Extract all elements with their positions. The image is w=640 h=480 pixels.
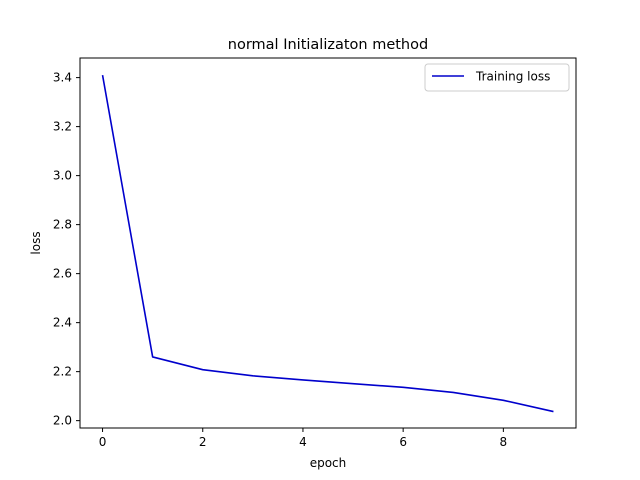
x-tick-label: 6: [399, 435, 407, 449]
chart-title: normal Initializaton method: [228, 37, 428, 53]
y-tick-label: 3.4: [53, 71, 72, 85]
legend-box: [424, 63, 570, 92]
y-tick-label: 2.6: [53, 267, 72, 281]
plot-area: [101, 75, 554, 413]
axis-ticks: 0 2 4 6 8 2.0 2.2 2.4 2.6 2.8 3.0 3.2 3.4: [53, 71, 507, 449]
y-tick-label: 2.4: [53, 316, 72, 330]
y-tick-label: 3.2: [53, 120, 72, 134]
y-tick-label: 3.0: [53, 169, 72, 183]
x-tick-label: 0: [99, 435, 107, 449]
y-tick-label: 2.8: [53, 218, 72, 232]
axes-frame: [79, 57, 577, 429]
x-tick-label: 4: [299, 435, 307, 449]
y-tick-label: 2.0: [53, 414, 72, 428]
y-tick-label: 2.2: [53, 365, 72, 379]
series-line-training-loss: [101, 75, 554, 413]
legend-label-training-loss: Training loss: [475, 70, 550, 84]
x-tick-label: 8: [500, 435, 508, 449]
y-axis-label: loss: [29, 231, 43, 254]
legend: Training loss: [424, 63, 570, 92]
x-axis-label: epoch: [310, 456, 347, 470]
x-tick-label: 2: [199, 435, 207, 449]
